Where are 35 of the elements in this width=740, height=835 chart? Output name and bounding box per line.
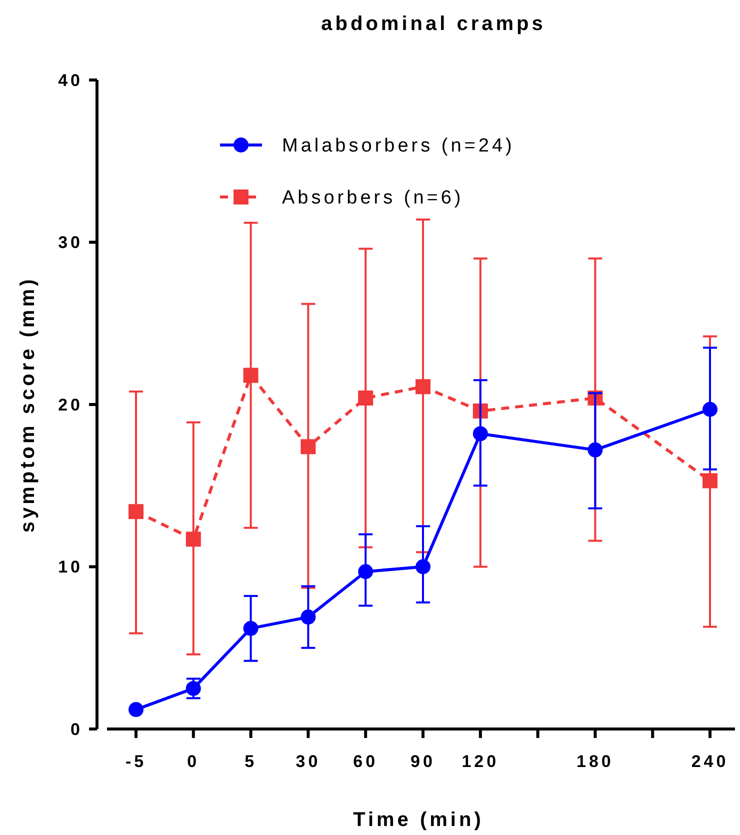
point: [358, 390, 374, 406]
x-tick-label: -5: [125, 752, 147, 771]
point: [358, 564, 374, 580]
x-tick-label: 240: [691, 752, 729, 771]
point: [588, 442, 603, 458]
point: [416, 379, 430, 394]
point: [243, 620, 258, 636]
legend-label: Malabsorbers (n=24): [282, 136, 515, 157]
y-tick-label: 20: [58, 395, 83, 414]
x-tick-label: 0: [187, 752, 200, 771]
x-tick-label: 180: [576, 752, 614, 771]
y-axis-title: symptom score (mm): [17, 276, 39, 533]
x-tick-label: 90: [410, 752, 436, 771]
point: [300, 610, 316, 625]
x-tick-label: 60: [353, 752, 378, 771]
y-tick-label: 0: [70, 720, 83, 739]
point: [128, 504, 144, 520]
x-tick-label: 120: [462, 752, 500, 771]
point: [128, 702, 144, 718]
point: [186, 680, 201, 696]
x-tick-label: 30: [296, 752, 321, 771]
x-tick-label: 5: [244, 752, 258, 771]
point: [300, 439, 316, 454]
legend-label: Absorbers (n=6): [282, 188, 464, 209]
point: [416, 559, 430, 574]
point: [186, 532, 201, 547]
y-tick-label: 40: [58, 70, 83, 90]
y-tick-label: 30: [58, 233, 83, 252]
point: [702, 473, 718, 488]
point: [472, 426, 488, 442]
point: [243, 368, 258, 383]
y-tick-label: 10: [58, 558, 83, 577]
chart-title: abdominal cramps: [321, 13, 546, 35]
x-axis-title: Time (min): [353, 809, 484, 831]
point: [702, 402, 718, 417]
